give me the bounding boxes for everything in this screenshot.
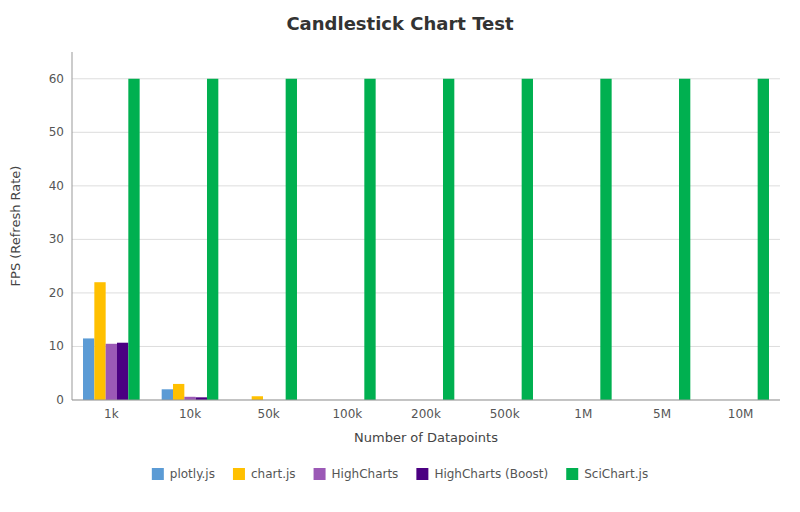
legend-item: plotly.js xyxy=(152,467,215,481)
y-tick-label: 60 xyxy=(49,72,64,86)
y-tick-label: 40 xyxy=(49,179,64,193)
y-tick-label: 30 xyxy=(49,232,64,246)
legend-label: chart.js xyxy=(251,467,296,481)
x-axis-line xyxy=(72,400,780,401)
x-tick-label: 100k xyxy=(332,407,362,421)
bar xyxy=(758,79,769,400)
legend: plotly.js chart.js HighCharts HighCharts (B… xyxy=(152,467,648,481)
bar xyxy=(679,79,690,400)
legend-swatch xyxy=(416,468,428,480)
y-tick-label: 0 xyxy=(56,393,64,407)
y-tick-label: 20 xyxy=(49,286,64,300)
grid-line xyxy=(72,78,780,79)
bar xyxy=(94,282,105,400)
bar xyxy=(106,344,117,400)
chart: Candlestick Chart Test 0 10 20 30 40 50 60 1k 10k… xyxy=(0,0,800,512)
legend-label: plotly.js xyxy=(170,467,215,481)
y-axis-line xyxy=(72,52,73,400)
bar xyxy=(252,396,263,400)
grid-line xyxy=(72,239,780,240)
bar xyxy=(522,79,533,400)
legend-swatch xyxy=(314,468,326,480)
legend-swatch xyxy=(566,468,578,480)
legend-item: SciChart.js xyxy=(566,467,648,481)
legend-label: SciChart.js xyxy=(584,467,648,481)
x-tick-label: 5M xyxy=(653,407,671,421)
bar xyxy=(162,389,173,400)
x-axis-label: Number of Datapoints xyxy=(354,430,498,445)
y-axis-label: FPS (Refresh Rate) xyxy=(8,166,23,287)
bar xyxy=(128,79,139,400)
x-tick-label: 500k xyxy=(490,407,520,421)
legend-swatch xyxy=(152,468,164,480)
legend-item: HighCharts (Boost) xyxy=(416,467,548,481)
grid-line xyxy=(72,185,780,186)
legend-item: chart.js xyxy=(233,467,296,481)
legend-label: HighCharts xyxy=(332,467,399,481)
legend-swatch xyxy=(233,468,245,480)
bar xyxy=(443,79,454,400)
grid-line xyxy=(72,346,780,347)
x-tick-label: 1k xyxy=(104,407,119,421)
x-tick-label: 10M xyxy=(728,407,754,421)
x-tick-label: 200k xyxy=(411,407,441,421)
grid-line xyxy=(72,132,780,133)
bars xyxy=(83,79,769,400)
legend-label: HighCharts (Boost) xyxy=(434,467,548,481)
title: Candlestick Chart Test xyxy=(286,13,514,34)
x-tick-label: 1M xyxy=(574,407,592,421)
grid-line xyxy=(72,292,780,293)
bar xyxy=(364,79,375,400)
grid-line xyxy=(72,400,780,401)
y-tick-label: 50 xyxy=(49,125,64,139)
bar xyxy=(207,79,218,400)
bar xyxy=(286,79,297,400)
x-tick-label: 50k xyxy=(258,407,280,421)
bar xyxy=(600,79,611,400)
y-tick-label: 10 xyxy=(49,339,64,353)
bar xyxy=(117,343,128,400)
bar xyxy=(173,384,184,400)
bar xyxy=(83,338,94,400)
grid xyxy=(72,79,780,400)
x-tick-label: 10k xyxy=(179,407,201,421)
legend-item: HighCharts xyxy=(314,467,399,481)
